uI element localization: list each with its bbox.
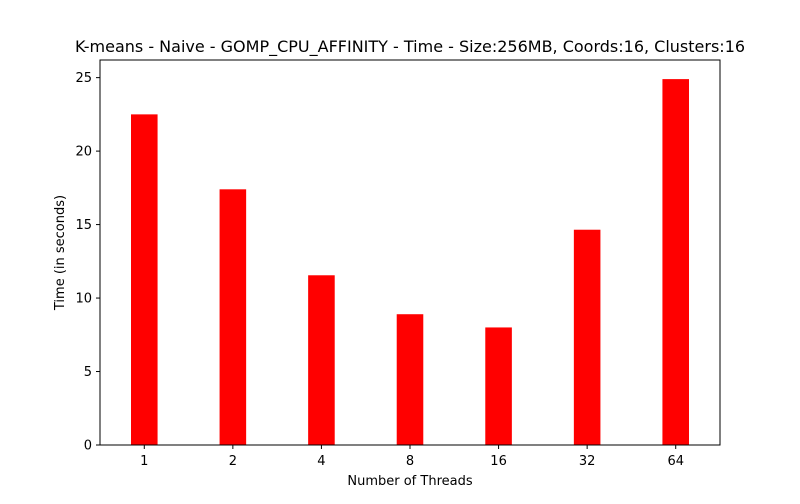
bar-2 xyxy=(219,189,247,445)
y-tick-label: 5 xyxy=(84,365,92,380)
bar-16 xyxy=(485,327,512,445)
bar-32 xyxy=(573,229,601,445)
y-tick-label: 20 xyxy=(75,145,92,160)
x-tick-label: 8 xyxy=(406,454,414,469)
x-axis-label: Number of Threads xyxy=(347,474,472,489)
y-tick-label: 10 xyxy=(75,292,92,307)
x-tick-label: 1 xyxy=(140,454,148,469)
x-axis-ticks: 1 2 4 8 16 32 64 xyxy=(140,445,684,469)
y-axis-label: Time (in seconds) xyxy=(53,195,68,311)
x-tick-label: 64 xyxy=(667,454,684,469)
chart-title: K-means - Naive - GOMP_CPU_AFFINITY - Ti… xyxy=(75,37,745,57)
x-tick-label: 32 xyxy=(579,454,596,469)
y-axis-ticks: 0 5 10 15 20 25 xyxy=(75,71,100,454)
y-tick-label: 25 xyxy=(75,71,92,86)
x-tick-label: 16 xyxy=(490,454,507,469)
y-tick-label: 0 xyxy=(84,439,92,454)
bar-64 xyxy=(662,79,689,445)
bar-8 xyxy=(396,314,424,445)
y-tick-label: 15 xyxy=(75,218,92,233)
bar-series xyxy=(131,79,689,445)
bar-4 xyxy=(308,275,335,445)
x-tick-label: 2 xyxy=(229,454,237,469)
x-tick-label: 4 xyxy=(317,454,325,469)
bar-1 xyxy=(131,114,158,445)
